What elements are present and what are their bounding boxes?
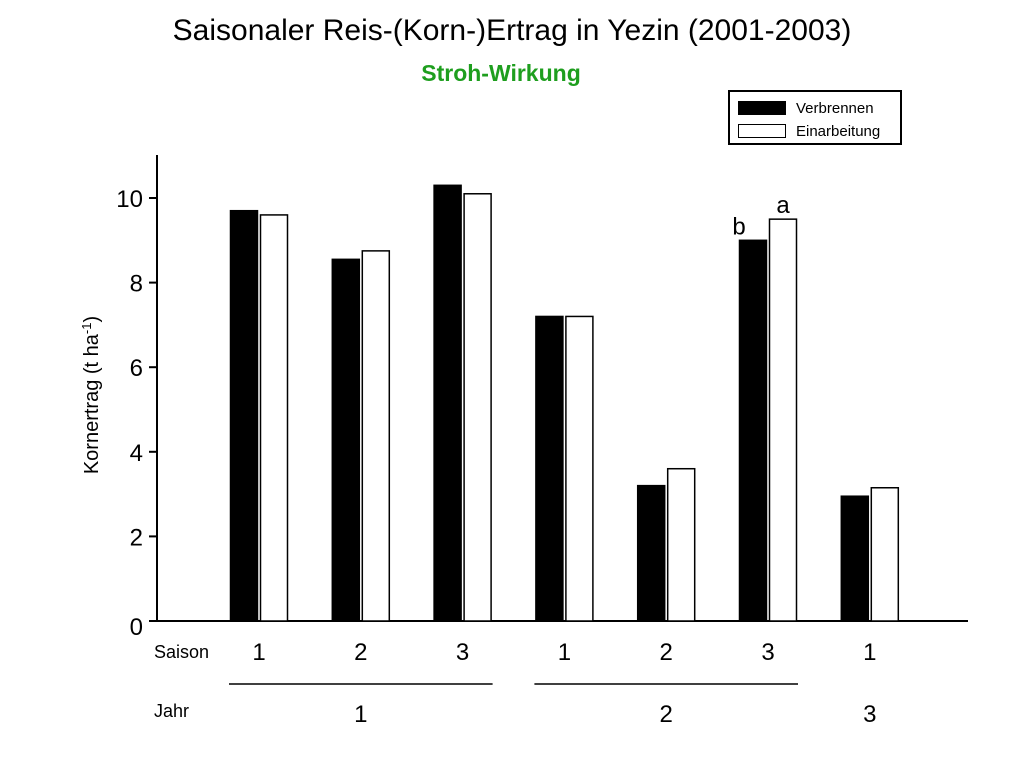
season-label: 1 bbox=[252, 639, 265, 666]
legend-label-verbrennen: Verbrennen bbox=[796, 99, 874, 117]
legend-swatch-einarbeitung bbox=[738, 124, 786, 138]
bar-verbrennen bbox=[535, 315, 564, 622]
bar-verbrennen bbox=[433, 184, 462, 622]
legend-item-verbrennen: Verbrennen bbox=[738, 99, 874, 117]
bar-verbrennen bbox=[331, 258, 361, 622]
year-label: 3 bbox=[863, 701, 876, 728]
significance-label: b bbox=[732, 213, 745, 240]
bars bbox=[229, 184, 900, 622]
chart-title: Saisonaler Reis-(Korn-)Ertrag in Yezin (… bbox=[172, 14, 852, 47]
year-label: 2 bbox=[660, 701, 673, 728]
y-tick-label: 2 bbox=[130, 524, 143, 551]
year-row-label: Jahr bbox=[154, 701, 189, 721]
y-tick-label: 4 bbox=[130, 440, 143, 467]
year-label: 1 bbox=[354, 701, 367, 728]
season-row-label: Saison bbox=[154, 642, 209, 662]
y-tick-label: 6 bbox=[130, 355, 143, 382]
bar-einarbeitung bbox=[666, 467, 696, 622]
x-axis-labels: Saison 1 2 3 1 2 3 1 Jahr 1 2 3 bbox=[154, 639, 876, 728]
bar-einarbeitung bbox=[768, 218, 798, 622]
legend-item-einarbeitung: Einarbeitung bbox=[738, 122, 881, 140]
y-axis-label: Kornertrag (t ha-1) bbox=[79, 316, 104, 474]
legend-swatch-verbrennen bbox=[738, 101, 786, 115]
y-axis-label-main: Kornertrag (t ha bbox=[81, 333, 103, 474]
bar-einarbeitung bbox=[870, 487, 900, 622]
bar-verbrennen bbox=[636, 484, 666, 622]
significance-label: a bbox=[776, 192, 790, 219]
bar-einarbeitung bbox=[259, 214, 289, 622]
legend-label-einarbeitung: Einarbeitung bbox=[796, 122, 881, 140]
y-tick-label: 8 bbox=[130, 271, 143, 298]
bar-verbrennen bbox=[229, 209, 259, 622]
y-axis-label-sup: -1 bbox=[79, 323, 94, 335]
bar-verbrennen bbox=[840, 495, 870, 622]
y-tick-label: 0 bbox=[130, 614, 143, 641]
bar-einarbeitung bbox=[361, 250, 391, 622]
season-label: 2 bbox=[660, 639, 673, 666]
season-label: 2 bbox=[354, 639, 367, 666]
season-label: 3 bbox=[456, 639, 469, 666]
legend: Verbrennen Einarbeitung bbox=[728, 90, 902, 145]
bar-einarbeitung bbox=[565, 315, 594, 622]
season-label: 1 bbox=[863, 639, 876, 666]
bar-verbrennen bbox=[738, 239, 768, 622]
season-label: 3 bbox=[761, 639, 774, 666]
season-label: 1 bbox=[558, 639, 571, 666]
annotations: ba bbox=[732, 192, 790, 240]
y-axis-label-end: ) bbox=[81, 316, 103, 323]
bar-einarbeitung bbox=[463, 193, 492, 622]
y-tick-label: 10 bbox=[116, 186, 143, 213]
chart-subtitle: Stroh-Wirkung bbox=[421, 60, 581, 86]
y-ticks: 0 2 4 6 8 10 bbox=[116, 186, 157, 641]
